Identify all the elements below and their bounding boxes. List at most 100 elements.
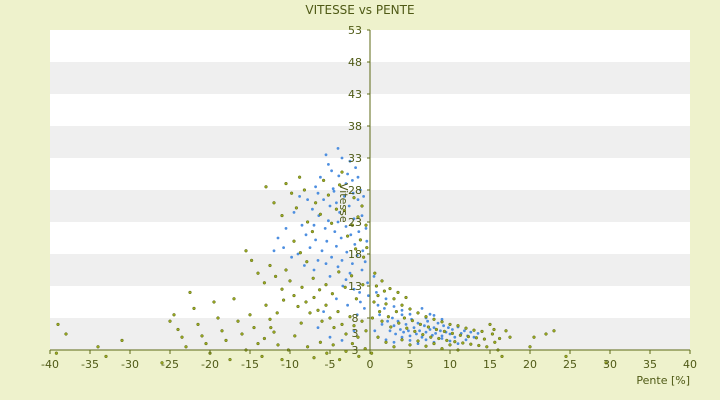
x-tick-label: 0 <box>367 358 374 371</box>
data-point <box>500 354 504 359</box>
data-point <box>347 204 351 208</box>
data-point <box>120 338 124 343</box>
data-point <box>340 170 344 174</box>
data-point <box>348 159 352 163</box>
data-point <box>322 198 325 202</box>
data-point <box>407 329 410 333</box>
data-point <box>442 329 447 334</box>
data-point <box>364 223 368 227</box>
data-point <box>380 319 384 323</box>
data-point <box>340 156 344 160</box>
data-point <box>345 234 350 238</box>
data-point <box>256 271 260 275</box>
data-point <box>319 175 322 179</box>
data-point <box>345 250 349 254</box>
data-point <box>365 239 369 243</box>
data-point <box>420 335 424 339</box>
data-point <box>54 351 59 355</box>
data-point <box>220 329 224 333</box>
data-point <box>268 317 272 321</box>
data-point <box>324 303 328 307</box>
data-point <box>356 335 360 339</box>
data-point <box>440 317 444 321</box>
data-point <box>432 326 436 329</box>
chart-title: VITESSE vs PENTE <box>305 3 414 17</box>
data-point <box>485 345 489 349</box>
data-point <box>372 275 376 278</box>
data-point <box>408 334 412 338</box>
data-point <box>380 323 384 326</box>
data-point <box>378 313 381 317</box>
data-point <box>328 204 332 208</box>
x-tick-label: 5 <box>407 358 414 371</box>
data-point <box>392 297 396 301</box>
data-point <box>296 252 300 256</box>
data-point <box>298 195 301 198</box>
data-point <box>359 300 362 304</box>
data-point <box>363 260 367 264</box>
data-point <box>377 309 382 314</box>
data-point <box>412 326 416 329</box>
data-point <box>604 361 608 365</box>
data-point <box>464 338 468 342</box>
data-point <box>408 307 412 311</box>
data-point <box>256 341 260 346</box>
data-point <box>392 305 396 308</box>
data-point <box>350 223 355 227</box>
data-point <box>337 174 341 178</box>
data-point <box>314 238 317 242</box>
data-point <box>330 169 333 173</box>
series-2 <box>54 170 608 365</box>
data-point <box>244 249 248 253</box>
data-point <box>359 188 362 192</box>
data-point <box>168 319 172 323</box>
data-point <box>56 322 60 327</box>
data-point <box>236 319 240 323</box>
data-point <box>293 334 297 338</box>
data-point <box>389 325 393 329</box>
y-tick-label: 18 <box>348 248 362 261</box>
data-point <box>418 329 421 333</box>
data-point <box>564 354 568 359</box>
data-point <box>351 191 355 195</box>
data-point <box>408 339 412 342</box>
x-tick-label: -20 <box>201 358 219 371</box>
data-point <box>335 201 338 205</box>
data-point <box>232 297 236 301</box>
data-point <box>355 313 359 317</box>
data-point <box>432 341 436 346</box>
data-point <box>305 345 310 349</box>
data-point <box>216 316 220 320</box>
data-point <box>336 309 340 314</box>
data-point <box>320 319 324 323</box>
data-point <box>299 321 303 325</box>
data-point <box>352 287 356 291</box>
data-point <box>424 315 428 319</box>
data-point <box>388 329 392 333</box>
data-point <box>300 223 304 227</box>
data-point <box>432 314 436 317</box>
data-point <box>361 283 365 287</box>
data-point <box>260 354 264 359</box>
y-tick-label: 13 <box>348 280 362 293</box>
data-point <box>370 316 375 320</box>
data-point <box>493 340 497 344</box>
data-point <box>344 182 348 186</box>
data-point <box>325 351 329 355</box>
data-point <box>382 289 387 293</box>
data-point <box>448 339 452 343</box>
data-point <box>335 297 338 301</box>
data-point <box>284 268 288 272</box>
data-point <box>280 357 284 362</box>
data-point <box>456 324 460 328</box>
data-point <box>335 244 338 248</box>
y-tick-label: 48 <box>348 56 362 69</box>
data-point <box>432 317 436 321</box>
data-point <box>343 285 347 289</box>
data-point <box>391 316 394 320</box>
data-point <box>303 264 306 267</box>
data-point <box>466 334 471 339</box>
data-point <box>336 147 340 150</box>
data-point <box>404 295 408 300</box>
data-point <box>314 185 317 189</box>
